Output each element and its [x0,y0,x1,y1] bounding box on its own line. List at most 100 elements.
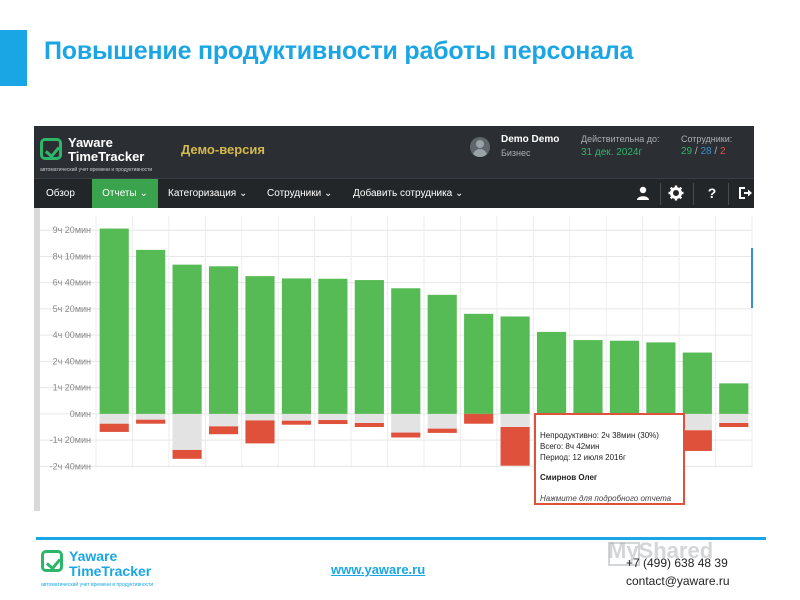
neutral-bar [208,413,239,427]
neutral-bar [682,413,712,431]
y-tick-label: -1ч 20мин [50,435,91,445]
productive-bar [719,383,749,414]
nav-reports[interactable]: Отчеты ⌄ [92,179,158,208]
nav-overview[interactable]: Обзор [46,188,75,199]
tooltip-unproductive: Непродуктивно: 2ч 38мин (30%) [540,431,659,440]
slide-accent-bar [0,30,27,86]
unproductive-bar [172,449,202,459]
unproductive-bar [208,426,239,435]
unproductive-bar [391,432,421,438]
productive-bar [99,228,129,414]
logo-text-line1: Yaware [68,135,113,150]
tooltip-period: Период: 12 июля 2016г [540,453,626,462]
productive-bar [136,249,166,414]
app-navbar: Обзор Отчеты ⌄ Категоризация ⌄ Сотрудник… [34,178,754,208]
footer-website-link[interactable]: www.yaware.ru [331,562,426,577]
nav-add-employee[interactable]: Добавить сотрудника ⌄ [353,188,464,199]
chart-tooltip[interactable]: Непродуктивно: 2ч 38мин (30%) Всего: 8ч … [534,413,685,505]
tooltip-hint[interactable]: Нажмите для подробного отчета [540,494,672,503]
checkmark-logo-icon [40,138,62,160]
productive-bar [281,278,312,414]
productive-bar [245,276,275,414]
y-tick-label: 6ч 40мин [53,278,91,288]
user-plan: Бизнес [501,148,531,158]
neutral-bar [172,413,202,450]
checkmark-logo-icon [41,550,63,572]
productive-bar [646,342,676,414]
y-tick-label: 2ч 40мин [53,356,91,366]
staff-total-count: 28 [700,146,712,157]
logo-subtitle: автоматический учет времени и продуктивн… [40,167,153,173]
gear-icon[interactable] [668,185,684,201]
logo-text-line2: TimeTracker [68,149,145,164]
tooltip-employee-name: Смирнов Олег [540,473,598,482]
footer-logo: Yaware TimeTracker автоматический учет в… [41,548,181,588]
unproductive-bar [427,428,457,433]
nav-divider [693,183,694,205]
neutral-bar [136,413,166,422]
productive-bar [464,313,494,414]
unproductive-bar [682,430,712,451]
productive-bar [354,280,384,414]
neutral-bar [391,413,421,433]
logout-icon[interactable] [737,185,753,201]
unproductive-bar [318,420,348,425]
productive-bar [208,266,239,414]
license-valid-label: Действительна до: [581,134,660,144]
app-logo[interactable]: Yaware TimeTracker автоматический учет в… [40,136,185,174]
unproductive-bar [281,420,312,425]
y-tick-label: -2ч 40мин [50,461,91,471]
productive-bar [500,316,530,414]
staff-inactive-count: 2 [719,146,726,157]
staff-counts: 29 / 28 / 2 [681,146,726,157]
svg-text:?: ? [708,185,717,201]
y-tick-label: 9ч 20мин [53,225,91,235]
productive-bar [536,331,567,414]
staff-separator: / [694,146,698,157]
neutral-bar [318,413,348,423]
user-name[interactable]: Demo Demo [501,134,560,145]
footer-logo-line2: TimeTracker [69,563,152,579]
unproductive-bar [464,413,494,424]
nav-categorization[interactable]: Категоризация ⌄ [168,188,248,199]
y-tick-label: 4ч 00мин [53,330,91,340]
footer-divider [36,537,766,540]
productive-bar [682,352,712,414]
user-profile-icon[interactable] [635,185,651,201]
help-icon[interactable]: ? [704,185,720,201]
unproductive-bar [245,420,275,444]
nav-divider [660,183,661,205]
chart-left-scroll-edge [34,208,40,511]
productive-bar [609,340,640,414]
staff-active-count: 29 [681,146,693,157]
neutral-bar [427,413,457,429]
app-topbar: Yaware TimeTracker автоматический учет в… [34,126,754,178]
y-tick-label: 0мин [70,409,91,419]
nav-employees[interactable]: Сотрудники ⌄ [267,188,333,199]
demo-version-label: Демо-версия [181,142,265,157]
tooltip-total: Всего: 8ч 42мин [540,442,600,451]
neutral-bar [245,413,275,421]
neutral-bar [281,413,312,422]
y-tick-label: 8ч 10мин [53,251,91,261]
neutral-bar [500,413,530,427]
neutral-bar [99,413,129,424]
unproductive-bar [500,427,530,466]
productive-bar [573,340,603,414]
productive-bar [318,278,348,414]
unproductive-bar [719,423,749,427]
footer-email: contact@yaware.ru [626,574,730,588]
neutral-bar [354,413,384,425]
watermark-text: MyShared [608,538,714,563]
footer-logo-line1: Yaware [69,548,118,564]
unproductive-bar [99,423,129,432]
license-valid-date: 31 дек. 2024г [581,147,643,158]
productive-bar [427,294,457,414]
chart-right-scroll-edge[interactable] [751,248,753,308]
staff-label: Сотрудники: [681,134,733,144]
unproductive-bar [136,419,166,424]
productive-bar [172,264,202,414]
nav-divider [728,183,729,205]
user-avatar-icon[interactable] [470,137,490,157]
y-tick-label: 1ч 20мин [53,383,91,393]
